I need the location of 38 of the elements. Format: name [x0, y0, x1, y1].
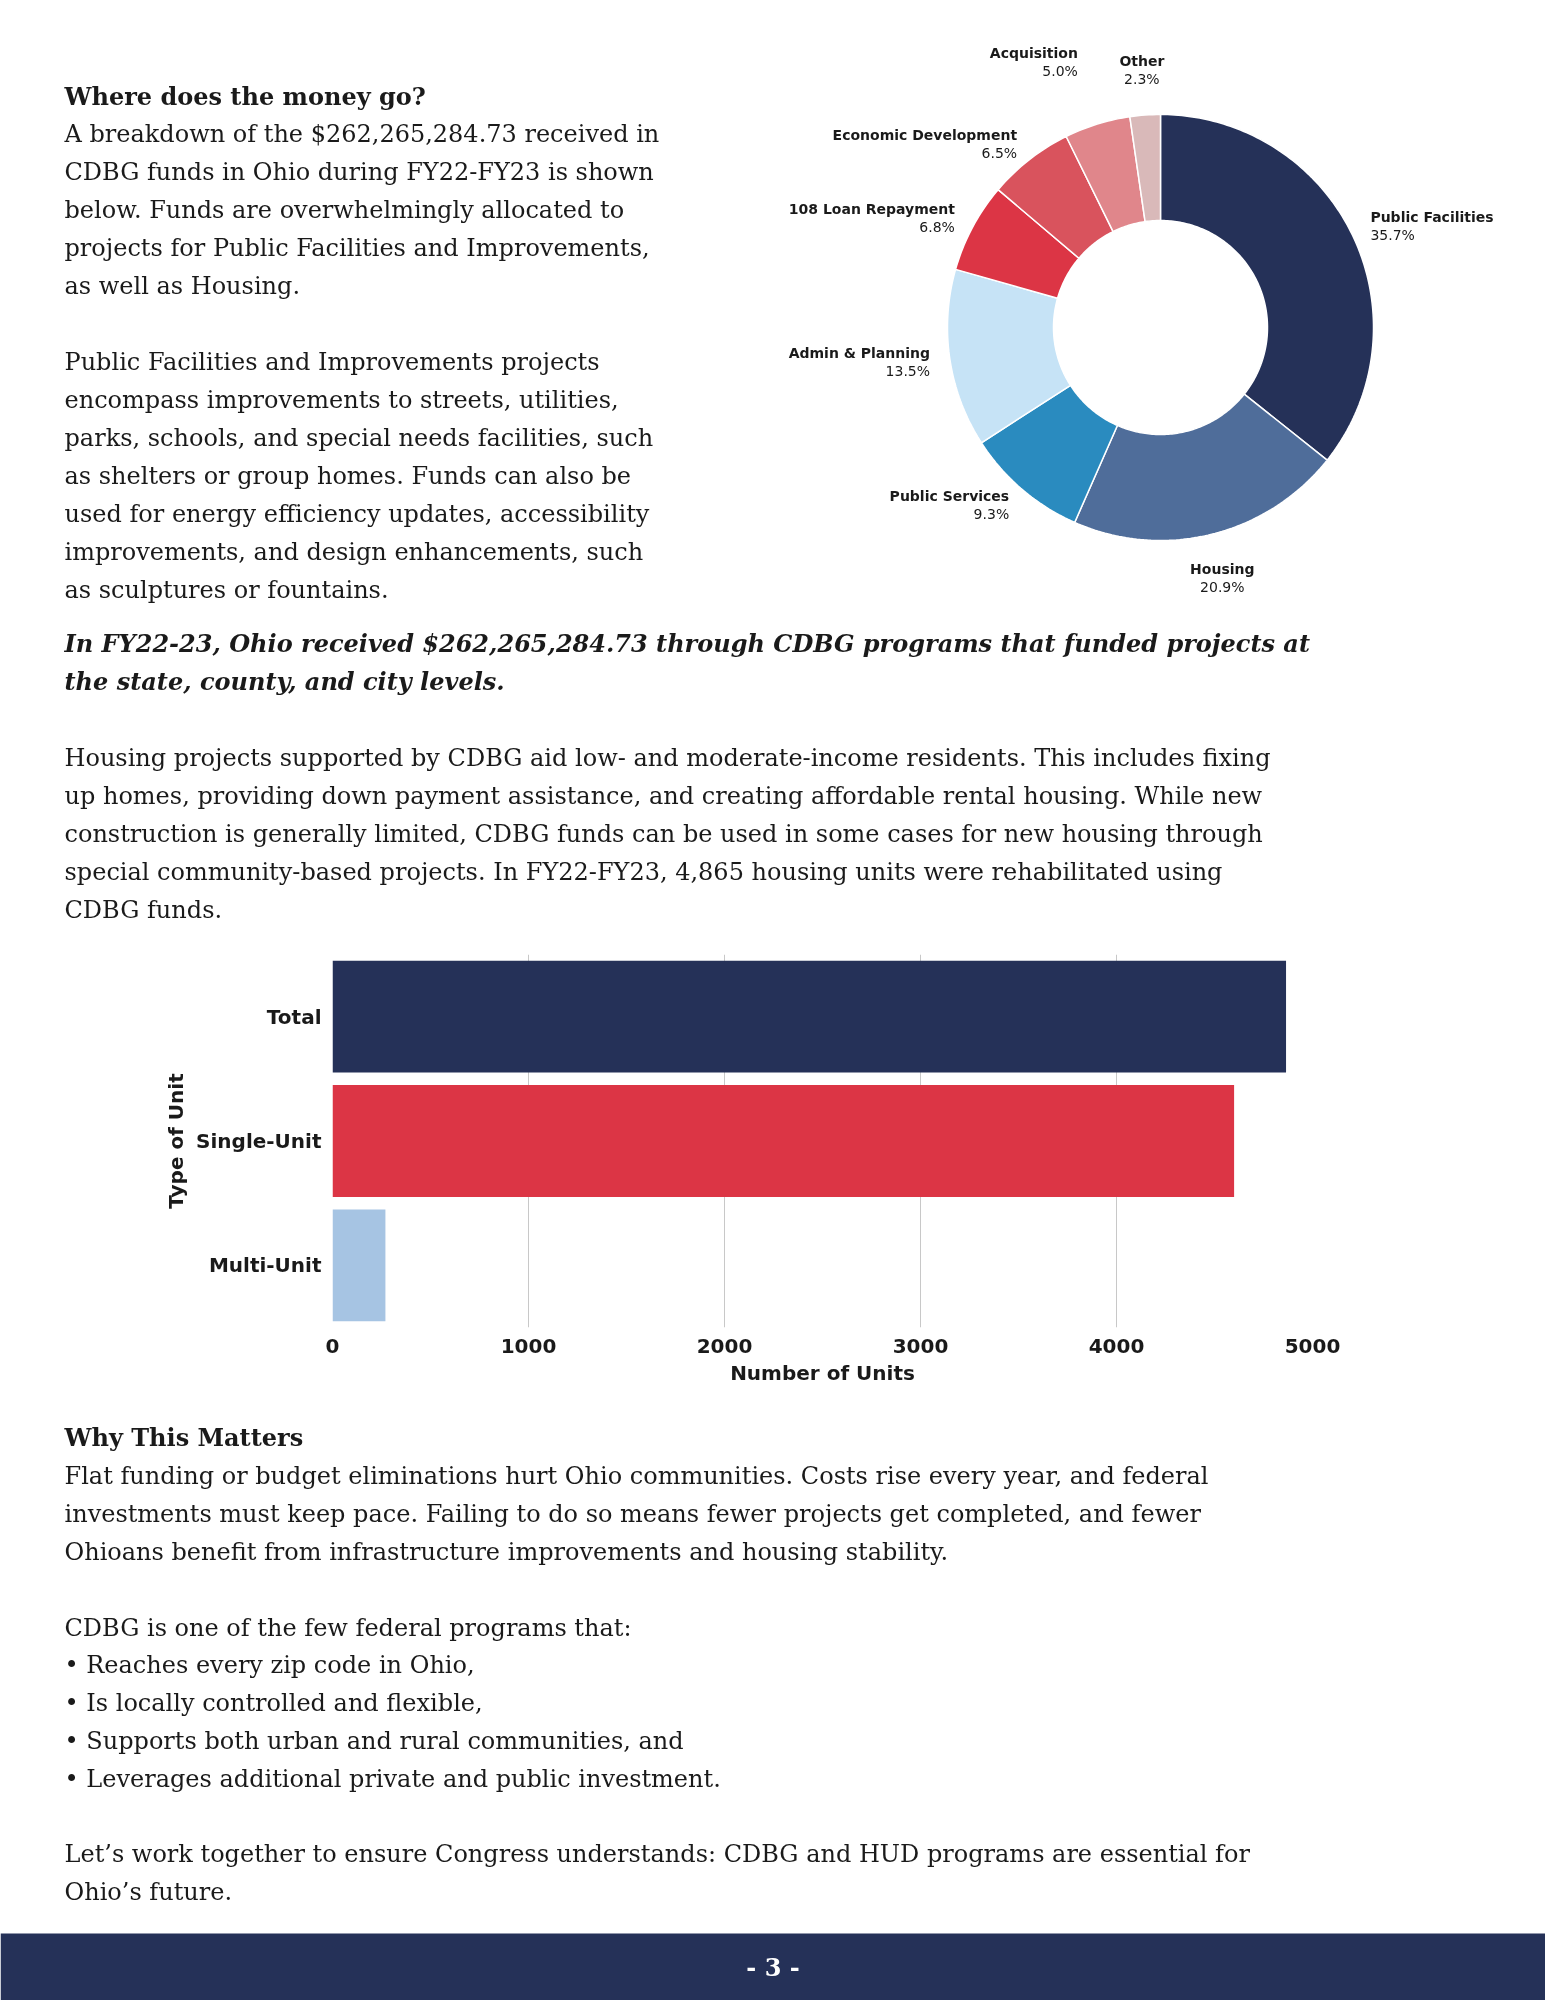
text: Let’s work together to ensure Congress understands: CDBG and HUD programs are essential for Ohio’s future. [64, 1839, 1251, 1906]
slice-label: Other [1119, 53, 1165, 70]
text: - 3 - [746, 1953, 800, 1982]
x-tick-label: 5000 [1284, 1333, 1341, 1358]
y-axis-title: Type of Unit [164, 1072, 189, 1209]
slice-label: Public Facilities [1370, 209, 1494, 226]
data-label: 35.7% [1370, 227, 1415, 244]
x-axis-title: Number of Units [730, 1360, 915, 1385]
text: In FY22-23, Ohio received $262,265,284.73 through CDBG programs that funded projects at the state, county, and city levels. [63, 629, 1311, 696]
x-tick-label: 3000 [892, 1333, 949, 1358]
text: Flat funding or budget eliminations hurt Ohio communities. Costs rise every year, and federal investments must keep pace. Failing to do so means fewer projects get completed, and fewer Ohioans benefit from infrastructure improvements and housing stability. [64, 1461, 1209, 1566]
text: • Reaches every zip code in Ohio, • Is locally controlled and flexible, • Supports both urban and rural communities, and • Leverages additional private and public investment. [64, 1650, 721, 1793]
data-label: 9.3% [973, 505, 1010, 522]
x-tick-label: 4000 [1088, 1333, 1145, 1358]
slice-label: 108 Loan Repayment [788, 200, 956, 217]
data-label: 6.5% [981, 144, 1018, 161]
slice-label: Acquisition [989, 45, 1078, 62]
text: Housing projects supported by CDBG aid low- and moderate-income residents. This includes fixing up homes, providing down payment assistance, and creating affordable rental housing. While new construction is generally limited, CDBG funds can be used in some cases for new housing through special community-based projects. In FY22-FY23, 4,865 housing units were rehabilitated using CDBG funds. [64, 743, 1271, 924]
text: A breakdown of the $262,265,284.73 received in CDBG funds in Ohio during FY22-FY23 is shown below. Funds are overwhelmingly allocated to projects for Public Facilities and Improvements, as well as Housing. [63, 119, 660, 300]
text: Public Facilities and Improvements projects encompass improvements to streets, utilities, parks, schools, and special needs facilities, such as shelters or group homes. Funds can also be used for energy efficiency updates, accessibility improvements, and design enhancements, such as sculptures or fountains. [64, 347, 654, 604]
data-label: 2.3% [1124, 71, 1160, 88]
text: Why This Matters [63, 1423, 304, 1452]
data-label: 20.9% [1200, 578, 1245, 595]
slice-label: Public Services [889, 487, 1010, 504]
text: Where does the money go? [63, 82, 426, 111]
x-tick-label: 2000 [696, 1333, 753, 1358]
y-tick-label: Multi-Unit [208, 1253, 322, 1278]
slice-label: Economic Development [832, 126, 1018, 143]
text: CDBG is one of the few federal programs that: [64, 1613, 632, 1642]
y-tick-label: Total [266, 1004, 322, 1029]
x-tick-label: 1000 [500, 1333, 557, 1358]
slice-label: Housing [1190, 560, 1255, 577]
y-tick-label: Single-Unit [196, 1129, 322, 1153]
data-label: 5.0% [1042, 63, 1078, 80]
slice-label: Admin & Planning [788, 344, 931, 361]
data-label: 6.8% [919, 218, 955, 235]
x-tick-label: 0 [325, 1333, 340, 1358]
data-label: 13.5% [885, 362, 931, 379]
